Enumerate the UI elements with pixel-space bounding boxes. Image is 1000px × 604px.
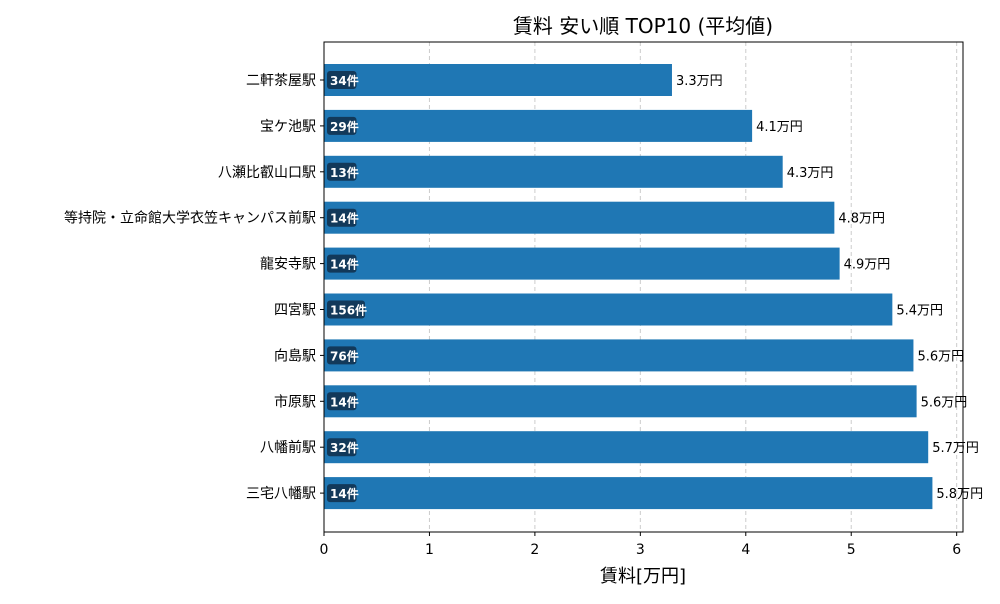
- count-badge: [327, 484, 357, 503]
- bar: [324, 431, 929, 464]
- count-badge: [327, 392, 357, 411]
- value-label: 4.8万円: [838, 212, 885, 227]
- bar: [324, 385, 917, 418]
- count-label: 14件: [330, 257, 359, 272]
- x-tick-label: 0: [320, 542, 329, 558]
- y-tick-label: 市原駅: [274, 393, 316, 410]
- chart-title: 賃料 安い順 TOP10 (平均値): [513, 14, 773, 38]
- count-badge: [327, 71, 357, 89]
- x-tick-label: 3: [636, 542, 645, 558]
- count-label: 156件: [330, 303, 367, 318]
- count-badge: [327, 116, 357, 135]
- y-tick-label: 三宅八幡駅: [246, 486, 316, 502]
- x-tick-label: 2: [530, 542, 539, 558]
- count-label: 14件: [330, 394, 359, 409]
- value-label: 3.3万円: [676, 74, 723, 89]
- bar: [324, 155, 783, 188]
- count-label: 14件: [330, 211, 359, 226]
- bar: [324, 64, 672, 96]
- y-tick-label: 向島駅: [274, 348, 316, 364]
- x-axis-label: 賃料[万円]: [600, 566, 686, 587]
- count-label: 13件: [330, 165, 359, 180]
- value-label: 4.1万円: [756, 120, 803, 135]
- y-tick-label: 二軒茶屋駅: [246, 73, 316, 89]
- count-label: 29件: [330, 119, 359, 134]
- bar: [324, 109, 753, 142]
- count-label: 34件: [330, 73, 359, 88]
- y-tick-label: 龍安寺駅: [260, 256, 316, 273]
- x-tick-label: 4: [741, 542, 750, 558]
- y-tick-label: 八瀬比叡山口駅: [218, 164, 316, 181]
- y-tick-label: 宝ケ池駅: [260, 119, 316, 135]
- bar: [324, 247, 840, 280]
- count-badge: [327, 162, 357, 181]
- count-badge: [327, 346, 357, 365]
- value-label: 5.6万円: [921, 395, 968, 410]
- count-label: 14件: [330, 486, 359, 501]
- x-tick-label: 6: [952, 542, 961, 558]
- bar: [324, 477, 933, 510]
- value-label: 4.3万円: [787, 166, 834, 181]
- count-label: 32件: [330, 440, 359, 455]
- count-badge: [327, 208, 357, 227]
- bar: [324, 339, 914, 372]
- plot-frame: [323, 41, 964, 533]
- x-tick-label: 1: [425, 542, 434, 558]
- value-label: 5.6万円: [917, 349, 964, 364]
- value-label: 5.7万円: [932, 441, 979, 456]
- count-badge: [327, 438, 357, 457]
- count-badge: [327, 254, 357, 273]
- value-label: 5.4万円: [896, 304, 943, 319]
- y-tick-label: 等持院・立命館大学衣笠キャンパス前駅: [64, 210, 316, 227]
- y-tick-label: 八幡前駅: [260, 439, 316, 456]
- count-label: 76件: [330, 348, 359, 363]
- bar: [324, 293, 893, 326]
- y-tick-label: 四宮駅: [274, 303, 316, 319]
- value-label: 4.9万円: [844, 258, 891, 273]
- bar: [324, 201, 835, 234]
- value-label: 5.8万円: [936, 487, 983, 502]
- count-badge: [327, 300, 365, 319]
- x-tick-label: 5: [847, 542, 856, 558]
